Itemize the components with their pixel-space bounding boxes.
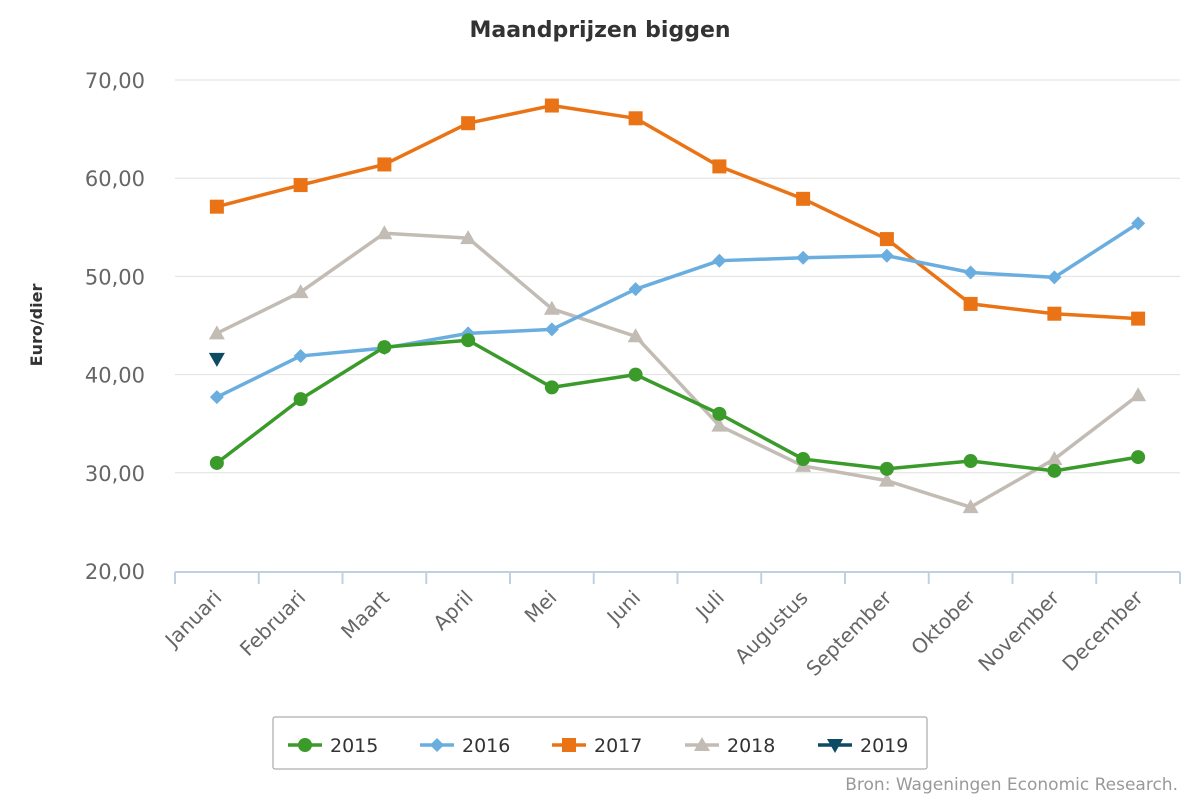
data-point: [209, 455, 224, 470]
legend-label: 2016: [462, 735, 510, 757]
data-point: [292, 284, 309, 299]
data-point: [293, 348, 308, 363]
data-point: [878, 472, 895, 487]
data-point: [1047, 270, 1062, 285]
x-tick-label: Juli: [690, 586, 729, 625]
x-tick-label: Augustus: [730, 586, 813, 669]
data-point: [293, 392, 308, 407]
data-point: [209, 390, 224, 405]
data-point: [712, 406, 727, 421]
data-point: [377, 157, 392, 172]
data-point: [712, 159, 727, 174]
series-2015: [209, 333, 1146, 478]
data-point: [543, 300, 560, 315]
y-axis-ticks: 20,00 30,00 40,00 50,00 60,00 70,00: [85, 69, 145, 584]
data-point: [1047, 306, 1062, 321]
data-point: [879, 232, 894, 247]
legend-item-2017[interactable]: 2017: [552, 735, 642, 757]
data-point: [544, 98, 559, 113]
y-tick-label: 30,00: [85, 462, 145, 486]
data-point: [879, 248, 894, 263]
legend-item-2016[interactable]: 2016: [420, 735, 510, 757]
data-point: [1046, 451, 1063, 466]
legend-marker: [694, 737, 710, 751]
data-point: [293, 178, 308, 193]
data-point: [209, 199, 224, 214]
chart-title: Maandprijzen biggen: [469, 18, 730, 43]
data-point: [963, 454, 978, 469]
data-point: [1131, 216, 1146, 231]
data-point: [712, 253, 727, 268]
data-point: [1047, 463, 1062, 478]
data-point: [460, 230, 477, 245]
data-point: [1131, 311, 1146, 326]
x-tick-label: Oktober: [906, 585, 981, 660]
legend-item-2019[interactable]: 2019: [818, 735, 908, 757]
data-point: [461, 333, 476, 348]
x-tick-label: Februari: [235, 586, 310, 661]
x-tick-label: Maart: [336, 585, 394, 643]
legend-label: 2017: [594, 735, 642, 757]
data-point: [628, 111, 643, 126]
legend-item-2018[interactable]: 2018: [685, 735, 775, 757]
data-point: [963, 296, 978, 311]
data-point: [1131, 450, 1146, 465]
data-point: [796, 250, 811, 265]
x-tick-label: Mei: [520, 586, 562, 628]
y-tick-label: 40,00: [85, 364, 145, 388]
y-axis-label: Euro/dier: [27, 284, 46, 367]
legend-marker: [430, 738, 444, 752]
series-2019: [208, 352, 225, 367]
series-line: [216, 221, 1140, 399]
x-tick-label: December: [1057, 585, 1148, 676]
data-point: [1130, 387, 1147, 402]
legend-marker: [562, 738, 576, 752]
source-note: Bron: Wageningen Economic Research.: [845, 775, 1178, 795]
series-line: [216, 103, 1139, 321]
x-axis-ticks: Januari Februari Maart April Mei Juni Juli Augu…: [159, 585, 1148, 681]
data-point: [544, 322, 559, 337]
legend-label: 2019: [860, 735, 908, 757]
y-tick-label: 50,00: [85, 265, 145, 289]
data-point: [628, 367, 643, 382]
x-axis: [174, 571, 1181, 584]
y-tick-label: 60,00: [85, 167, 145, 191]
legend-box: [272, 716, 928, 770]
data-point: [963, 265, 978, 280]
series-2018: [208, 225, 1147, 514]
data-point: [544, 380, 559, 395]
data-point: [796, 191, 811, 206]
legend-marker: [298, 738, 312, 752]
data-point: [461, 116, 476, 131]
data-point: [377, 340, 392, 355]
data-point: [627, 328, 644, 343]
series-2016: [209, 216, 1146, 405]
data-point: [962, 499, 979, 514]
data-point: [711, 417, 728, 432]
y-tick-label: 70,00: [85, 69, 145, 93]
x-tick-label: Januari: [159, 586, 227, 654]
series-group: [208, 98, 1147, 514]
data-point: [208, 352, 225, 367]
legend[interactable]: 2015 2016 2017 2018 2019: [272, 716, 928, 770]
x-tick-label: April: [428, 586, 477, 635]
legend-marker: [827, 739, 843, 753]
series-line: [215, 338, 1139, 473]
series-line: [216, 231, 1140, 509]
data-point: [796, 452, 811, 467]
legend-label: 2015: [330, 735, 378, 757]
x-tick-label: November: [973, 585, 1064, 676]
y-tick-label: 20,00: [85, 560, 145, 584]
legend-label: 2018: [727, 735, 775, 757]
data-point: [208, 325, 225, 340]
x-tick-label: September: [801, 585, 897, 681]
series-2017: [209, 98, 1146, 326]
legend-item-2015[interactable]: 2015: [288, 735, 378, 757]
data-point: [879, 461, 894, 476]
data-point: [628, 282, 643, 297]
data-point: [376, 225, 393, 240]
x-tick-label: Juni: [601, 586, 645, 630]
